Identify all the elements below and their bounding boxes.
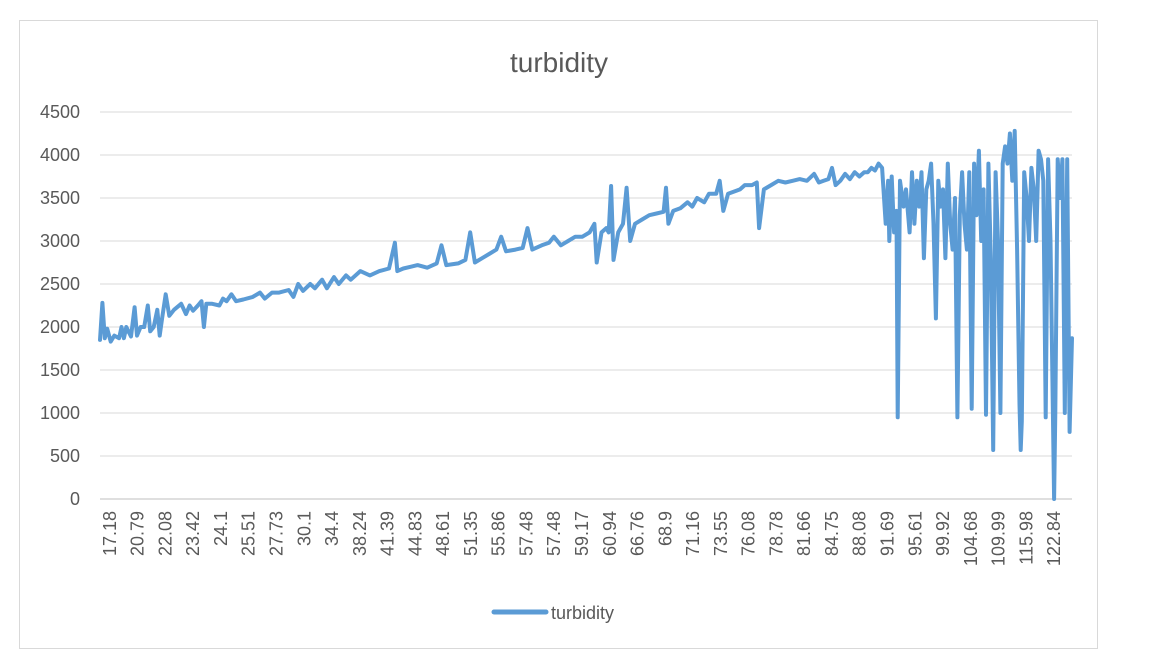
x-tick-label: 122.84: [1044, 511, 1064, 566]
x-tick-label: 27.73: [267, 511, 287, 556]
x-tick-label: 48.61: [433, 511, 453, 556]
chart-title: turbidity: [510, 47, 608, 78]
y-tick-label: 2000: [40, 317, 80, 337]
y-tick-label: 3000: [40, 231, 80, 251]
x-tick-label: 22.08: [155, 511, 175, 556]
chart-frame: [19, 20, 1098, 649]
y-tick-label: 4500: [40, 102, 80, 122]
x-tick-label: 73.55: [711, 511, 731, 556]
x-tick-label: 57.48: [516, 511, 536, 556]
y-tick-label: 1000: [40, 403, 80, 423]
y-tick-label: 2500: [40, 274, 80, 294]
x-tick-label: 60.94: [600, 511, 620, 556]
x-tick-label: 17.18: [100, 511, 120, 556]
x-tick-label: 66.76: [628, 511, 648, 556]
legend: turbidity: [491, 603, 614, 623]
x-axis-ticks: 17.18 20.79 22.08 23.42 24.1 25.51 27.73 30.1 34…: [100, 511, 1064, 566]
x-tick-label: 51.35: [461, 511, 481, 556]
x-tick-label: 68.9: [655, 511, 675, 546]
x-tick-label: 57.48: [544, 511, 564, 556]
series-line-turbidity: [98, 128, 1074, 501]
y-tick-label: 0: [70, 489, 80, 509]
x-tick-label: 84.75: [822, 511, 842, 556]
plot-area: [98, 128, 1074, 501]
x-tick-label: 115.98: [1016, 511, 1036, 565]
x-tick-label: 59.17: [572, 511, 592, 556]
x-tick-label: 41.39: [378, 511, 398, 556]
x-tick-label: 109.99: [989, 511, 1009, 566]
y-tick-label: 1500: [40, 360, 80, 380]
x-tick-label: 78.78: [766, 511, 786, 556]
x-tick-label: 24.1: [211, 511, 231, 546]
y-tick-label: 500: [50, 446, 80, 466]
x-tick-label: 55.86: [489, 511, 509, 556]
x-tick-label: 76.08: [739, 511, 759, 556]
y-tick-label: 4000: [40, 145, 80, 165]
y-tick-label: 3500: [40, 188, 80, 208]
x-tick-label: 23.42: [183, 511, 203, 556]
legend-label: turbidity: [551, 603, 614, 623]
gridlines: [100, 111, 1072, 500]
x-tick-label: 81.66: [794, 511, 814, 556]
x-tick-label: 71.16: [683, 511, 703, 556]
x-tick-label: 44.83: [405, 511, 425, 556]
x-tick-label: 88.08: [850, 511, 870, 556]
x-tick-label: 104.68: [961, 511, 981, 566]
y-axis-ticks: 0 500 1000 1500 2000 2500 3000 3500 4000 4500: [40, 102, 80, 509]
x-tick-label: 30.1: [294, 511, 314, 546]
x-tick-label: 95.61: [905, 511, 925, 556]
x-tick-label: 34.4: [322, 511, 342, 546]
x-tick-label: 38.24: [350, 511, 370, 556]
x-tick-label: 25.51: [239, 511, 259, 556]
x-tick-label: 99.92: [933, 511, 953, 556]
x-tick-label: 91.69: [877, 511, 897, 556]
x-tick-label: 20.79: [128, 511, 148, 556]
